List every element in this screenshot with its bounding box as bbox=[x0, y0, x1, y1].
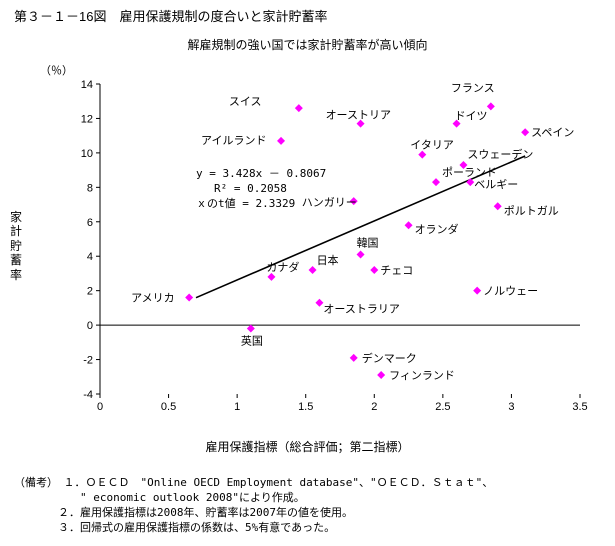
scatter-plot: -4 -2 0 2 4 6 8 10 12 14 0 0.5 1 1.5 2 2.5 3 3.5 y = 3.428… bbox=[70, 78, 590, 420]
svg-text:0.5: 0.5 bbox=[161, 401, 176, 413]
svg-text:3: 3 bbox=[508, 401, 514, 413]
svg-text:デンマーク: デンマーク bbox=[362, 351, 417, 365]
svg-text:スペイン: スペイン bbox=[531, 127, 574, 139]
svg-text:8: 8 bbox=[87, 182, 93, 194]
svg-text:1.5: 1.5 bbox=[298, 401, 313, 413]
svg-text:スイス: スイス bbox=[229, 96, 262, 108]
svg-text:オーストラリア: オーストラリア bbox=[323, 303, 399, 316]
svg-text:ポルトガル: ポルトガル bbox=[504, 204, 559, 217]
y-axis-unit: （％） bbox=[40, 62, 73, 78]
svg-text:イタリア: イタリア bbox=[410, 139, 454, 152]
svg-text:オランダ: オランダ bbox=[415, 222, 459, 236]
svg-text:R² = 0.2058: R² = 0.2058 bbox=[214, 182, 287, 195]
svg-text:アメリカ: アメリカ bbox=[131, 292, 174, 305]
page-root: 第３－１－16図 雇用保護規制の度合いと家計貯蓄率 解雇規制の強い国では家計貯蓄… bbox=[0, 0, 615, 546]
svg-text:2: 2 bbox=[87, 286, 93, 298]
svg-text:ドイツ: ドイツ bbox=[455, 111, 488, 123]
figure-title: 第３－１－16図 雇用保護規制の度合いと家計貯蓄率 bbox=[14, 6, 327, 25]
svg-text:フィンランド: フィンランド bbox=[389, 370, 455, 382]
svg-text:カナダ: カナダ bbox=[266, 260, 299, 274]
svg-text:日本: 日本 bbox=[317, 253, 339, 267]
svg-text:4: 4 bbox=[87, 251, 93, 263]
svg-text:10: 10 bbox=[81, 148, 93, 160]
svg-text:アイルランド: アイルランド bbox=[201, 135, 266, 147]
svg-text:ハンガリー: ハンガリー bbox=[302, 196, 357, 209]
svg-text:韓国: 韓国 bbox=[357, 237, 379, 250]
svg-text:チェコ: チェコ bbox=[380, 264, 413, 277]
svg-text:12: 12 bbox=[81, 113, 93, 125]
svg-text:ベルギー: ベルギー bbox=[474, 178, 518, 191]
x-axis-label: 雇用保護指標（総合評価；第二指標） bbox=[0, 438, 615, 455]
svg-text:ノルウェー: ノルウェー bbox=[483, 285, 538, 298]
svg-text:0: 0 bbox=[87, 320, 93, 332]
footnotes: （備考） １．ＯＥＣＤ "Online OECD Employment data… bbox=[14, 476, 493, 535]
svg-text:スウェーデン: スウェーデン bbox=[467, 147, 533, 161]
figure-subtitle: 解雇規制の強い国では家計貯蓄率が高い傾向 bbox=[0, 36, 615, 53]
svg-text:フランス: フランス bbox=[451, 82, 495, 94]
svg-text:y = 3.428x － 0.8067: y = 3.428x － 0.8067 bbox=[196, 167, 326, 180]
svg-text:-2: -2 bbox=[83, 355, 93, 367]
svg-text:-4: -4 bbox=[83, 389, 93, 401]
plot-svg: -4 -2 0 2 4 6 8 10 12 14 0 0.5 1 1.5 2 2.5 3 3.5 y = 3.428… bbox=[70, 78, 590, 420]
svg-text:2.5: 2.5 bbox=[435, 401, 450, 413]
svg-text:英国: 英国 bbox=[241, 334, 263, 348]
svg-text:6: 6 bbox=[87, 217, 93, 229]
svg-text:オーストリア: オーストリア bbox=[326, 109, 391, 122]
svg-text:ｘのt値 = 2.3329: ｘのt値 = 2.3329 bbox=[196, 197, 295, 210]
svg-text:1: 1 bbox=[234, 401, 240, 413]
svg-text:3.5: 3.5 bbox=[572, 401, 587, 413]
svg-text:ポーランド: ポーランド bbox=[442, 166, 497, 179]
svg-text:2: 2 bbox=[371, 401, 377, 413]
svg-text:14: 14 bbox=[81, 79, 93, 91]
svg-text:0: 0 bbox=[97, 401, 103, 413]
y-axis-label: 家計貯蓄率 bbox=[10, 210, 22, 282]
